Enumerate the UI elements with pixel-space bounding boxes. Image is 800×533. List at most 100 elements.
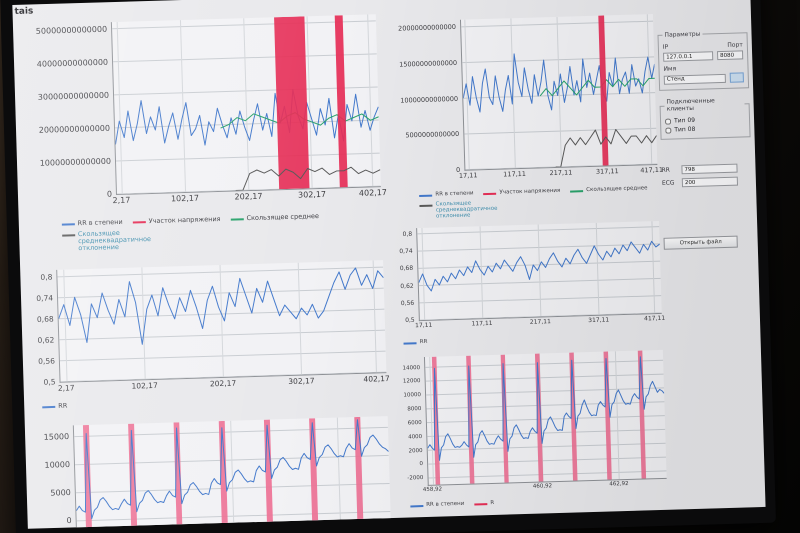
highlight-band	[569, 352, 578, 481]
highlight-band	[598, 15, 609, 166]
chart-legend: RR в степени Участок напряжения Скользящее…	[61, 211, 383, 253]
y-tick-label: 0,62	[400, 282, 414, 290]
series-line	[425, 356, 666, 461]
y-tick-label: 10000	[44, 460, 71, 470]
y-tick-label: 14000	[402, 364, 421, 372]
y-tick-label: 15000	[43, 431, 70, 442]
y-tick-label: 8000	[407, 406, 422, 413]
series-line	[74, 419, 390, 519]
legend-label: R	[490, 500, 495, 507]
legend-swatch	[410, 505, 424, 508]
legend-item: RR в степени	[419, 190, 474, 198]
series-line	[540, 78, 656, 96]
legend-label: RR в степени	[77, 217, 123, 228]
legend-swatch	[570, 190, 584, 193]
legend-label: RR в степени	[426, 501, 465, 509]
legend-item: RR	[403, 339, 428, 346]
highlight-band	[354, 416, 365, 529]
y-tick-label: 5000	[50, 488, 71, 498]
y-tick-label: 0	[66, 516, 72, 526]
highlight-band	[82, 424, 93, 529]
legend-label: RR в степени	[435, 190, 474, 198]
x-tick-label: 417,11	[644, 314, 666, 323]
x-tick-label: 317,11	[588, 316, 610, 325]
rr-signal-field[interactable]	[681, 163, 738, 175]
legend-swatch	[61, 223, 75, 226]
client-type09-checkbox[interactable]	[664, 118, 672, 125]
client-type08-checkbox[interactable]	[665, 127, 672, 134]
x-tick-label: 317,11	[595, 167, 619, 176]
plot-area	[56, 259, 387, 383]
charts-column-left: 50000000000000 40000000000000 300000000000…	[19, 12, 392, 529]
highlight-band	[334, 15, 348, 188]
client-type09-label: Тип 09	[673, 116, 696, 125]
chart-legend: RR	[42, 393, 387, 410]
legend-item: Скользящее среднеквадратичное отклонение	[61, 229, 165, 253]
legend-item: Скользящее среднее	[230, 212, 320, 223]
ecg-signal-field[interactable]	[681, 176, 739, 188]
x-tick-label: 402,17	[363, 373, 390, 384]
x-tick-label: 417,11	[640, 165, 664, 175]
x-tick-label: 102,17	[131, 380, 158, 391]
series-line	[462, 50, 656, 113]
legend-label: Участок напряжения	[148, 214, 221, 226]
y-tick-label: 0,5	[43, 376, 56, 387]
legend-label: Скользящее среднее	[246, 212, 320, 223]
series-line	[57, 267, 385, 347]
client-checkbox-row[interactable]: Тип 08	[665, 124, 745, 133]
charts-area: 50000000000000 40000000000000 300000000000…	[19, 4, 668, 529]
series-line	[554, 128, 657, 167]
hrv-analysis-app: tais 50000000000000 40000000000000 3000000…	[12, 0, 765, 529]
y-tick-label: 10000000000000	[39, 156, 112, 168]
legend-swatch	[42, 405, 56, 408]
y-tick-label: 6000	[407, 420, 422, 427]
chart-legend: RR в степени Участок напряжения Скользящее…	[419, 185, 659, 220]
ip-label: IP	[662, 43, 669, 51]
ecg-signal-label: ECG	[661, 179, 675, 187]
name-field[interactable]	[663, 73, 726, 85]
open-file-button[interactable]: Открыть файл	[663, 235, 738, 250]
legend-swatch	[132, 221, 146, 224]
x-tick-label: 102,17	[170, 193, 200, 204]
y-tick-label: 4000	[408, 433, 423, 441]
y-tick-label: 0,62	[37, 335, 55, 345]
ip-field[interactable]	[663, 51, 714, 62]
highlight-band	[637, 350, 646, 479]
chart-rr-intervals-right: 0,8 0,74 0,68 0,62 0,56 0,5 17,11 117,11 217,11 3…	[390, 221, 666, 346]
port-field[interactable]	[717, 50, 744, 61]
legend-swatch	[483, 192, 497, 196]
apply-button[interactable]	[729, 72, 744, 83]
plot-area	[415, 221, 662, 322]
legend-label: RR	[419, 339, 428, 346]
highlight-band	[465, 355, 475, 484]
y-tick-label: 0,56	[38, 355, 56, 366]
legend-swatch	[419, 194, 433, 198]
legend-swatch	[474, 503, 488, 506]
x-tick-label: 17,11	[415, 321, 433, 330]
highlight-band	[128, 423, 138, 529]
x-tick-label: 117,11	[503, 169, 527, 179]
clients-group: Подключенные клиенты Тип 09 Тип 08	[659, 96, 751, 140]
x-tick-label: 462,92	[609, 481, 629, 488]
x-tick-label: 17,11	[458, 171, 478, 180]
y-tick-label: 0	[106, 189, 113, 199]
clients-group-title: Подключенные клиенты	[666, 97, 715, 113]
highlight-band	[309, 417, 319, 529]
monitor-bezel: tais 50000000000000 40000000000000 3000000…	[0, 0, 776, 533]
y-axis: 20000000000000 15000000000000 100000000000…	[384, 20, 464, 174]
x-tick-label: 202,17	[234, 191, 263, 202]
y-tick-label: 5000000000000	[405, 130, 460, 140]
client-checkbox-row[interactable]: Тип 09	[664, 115, 745, 125]
legend-swatch	[403, 342, 417, 345]
y-axis: 0,8 0,74 0,68 0,62 0,56 0,5	[390, 228, 419, 325]
x-tick-label: 402,17	[358, 188, 388, 198]
legend-item: Участок напряжения	[132, 214, 221, 226]
chart-legend: RR в степени R	[410, 495, 667, 509]
y-tick-label: 0,5	[405, 316, 415, 325]
legend-swatch	[230, 218, 244, 221]
parameters-group-title: Параметры	[664, 30, 701, 39]
plot-area	[110, 14, 381, 196]
y-tick-label: 2000	[408, 447, 423, 455]
